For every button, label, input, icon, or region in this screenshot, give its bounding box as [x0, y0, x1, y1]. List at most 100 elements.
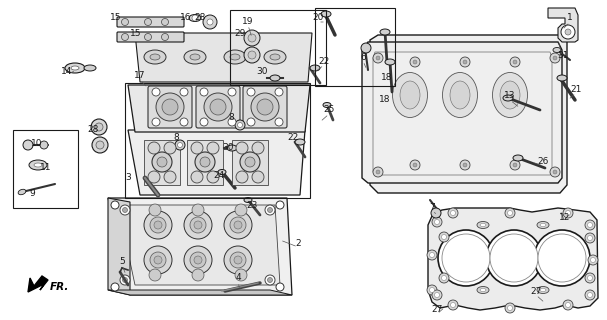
Circle shape	[236, 142, 248, 154]
Circle shape	[565, 29, 571, 35]
FancyBboxPatch shape	[196, 86, 240, 128]
Circle shape	[430, 287, 435, 292]
Ellipse shape	[244, 197, 252, 203]
Circle shape	[563, 208, 573, 218]
Ellipse shape	[400, 81, 420, 109]
Circle shape	[538, 234, 586, 282]
Polygon shape	[118, 205, 280, 285]
FancyBboxPatch shape	[117, 17, 184, 27]
Text: 10: 10	[31, 139, 42, 148]
Polygon shape	[135, 33, 312, 82]
Text: 17: 17	[134, 71, 146, 81]
Text: FR.: FR.	[50, 282, 69, 292]
Circle shape	[553, 56, 557, 60]
Ellipse shape	[477, 221, 489, 228]
Polygon shape	[428, 208, 598, 310]
Circle shape	[224, 246, 252, 274]
Circle shape	[460, 160, 470, 170]
Circle shape	[251, 93, 279, 121]
Text: 8: 8	[228, 114, 234, 123]
Circle shape	[276, 201, 284, 209]
Circle shape	[432, 290, 442, 300]
Ellipse shape	[71, 66, 79, 70]
Ellipse shape	[500, 81, 520, 109]
Text: 26: 26	[537, 157, 549, 166]
Circle shape	[190, 217, 206, 233]
Circle shape	[161, 19, 169, 26]
Circle shape	[448, 300, 458, 310]
Circle shape	[156, 93, 184, 121]
Text: 15: 15	[131, 28, 142, 37]
Circle shape	[149, 269, 161, 281]
Circle shape	[195, 152, 215, 172]
Text: 22: 22	[319, 57, 330, 66]
Text: 24: 24	[214, 171, 225, 180]
Circle shape	[427, 250, 437, 260]
Circle shape	[236, 171, 248, 183]
Text: 11: 11	[40, 164, 52, 172]
Text: 29: 29	[234, 29, 246, 38]
Circle shape	[588, 255, 598, 265]
Circle shape	[148, 171, 160, 183]
Circle shape	[361, 43, 371, 53]
Ellipse shape	[65, 63, 85, 73]
Text: 12: 12	[559, 213, 571, 222]
Circle shape	[441, 276, 447, 281]
Circle shape	[507, 211, 512, 215]
Circle shape	[376, 170, 380, 174]
Circle shape	[265, 205, 275, 215]
Circle shape	[190, 252, 206, 268]
Circle shape	[200, 88, 208, 96]
Ellipse shape	[144, 50, 166, 64]
Ellipse shape	[537, 221, 549, 228]
Circle shape	[413, 60, 417, 64]
Circle shape	[432, 217, 442, 227]
Circle shape	[448, 208, 458, 218]
Ellipse shape	[557, 75, 567, 81]
Ellipse shape	[513, 155, 523, 161]
Ellipse shape	[477, 286, 489, 293]
Circle shape	[248, 51, 256, 59]
Circle shape	[123, 277, 127, 283]
Bar	[13, 130, 78, 208]
Circle shape	[144, 246, 172, 274]
Circle shape	[247, 118, 255, 126]
Circle shape	[235, 269, 247, 281]
Text: 30: 30	[256, 67, 268, 76]
Circle shape	[154, 221, 162, 229]
Text: 9: 9	[29, 189, 35, 198]
Circle shape	[164, 142, 176, 154]
Circle shape	[224, 211, 252, 239]
Text: 5: 5	[119, 257, 125, 266]
Circle shape	[175, 140, 185, 150]
Circle shape	[228, 88, 236, 96]
Circle shape	[513, 60, 517, 64]
Ellipse shape	[321, 11, 331, 17]
Polygon shape	[232, 140, 268, 185]
Circle shape	[505, 303, 515, 313]
Circle shape	[207, 142, 219, 154]
Ellipse shape	[270, 54, 280, 60]
Circle shape	[410, 160, 420, 170]
Circle shape	[149, 204, 161, 216]
Text: 15: 15	[110, 12, 122, 21]
Circle shape	[152, 152, 172, 172]
Circle shape	[194, 256, 202, 264]
Ellipse shape	[218, 170, 226, 174]
Circle shape	[162, 99, 178, 115]
Text: 28: 28	[194, 12, 206, 21]
Circle shape	[591, 258, 595, 262]
Circle shape	[510, 160, 520, 170]
Circle shape	[150, 252, 166, 268]
Circle shape	[507, 306, 512, 310]
Ellipse shape	[190, 54, 200, 60]
Circle shape	[430, 252, 435, 258]
Text: 23: 23	[246, 201, 258, 210]
Ellipse shape	[450, 81, 470, 109]
Ellipse shape	[189, 14, 201, 21]
Ellipse shape	[310, 65, 320, 71]
Circle shape	[194, 221, 202, 229]
Text: 19: 19	[242, 17, 254, 26]
Circle shape	[154, 256, 162, 264]
Text: 31: 31	[557, 51, 569, 60]
